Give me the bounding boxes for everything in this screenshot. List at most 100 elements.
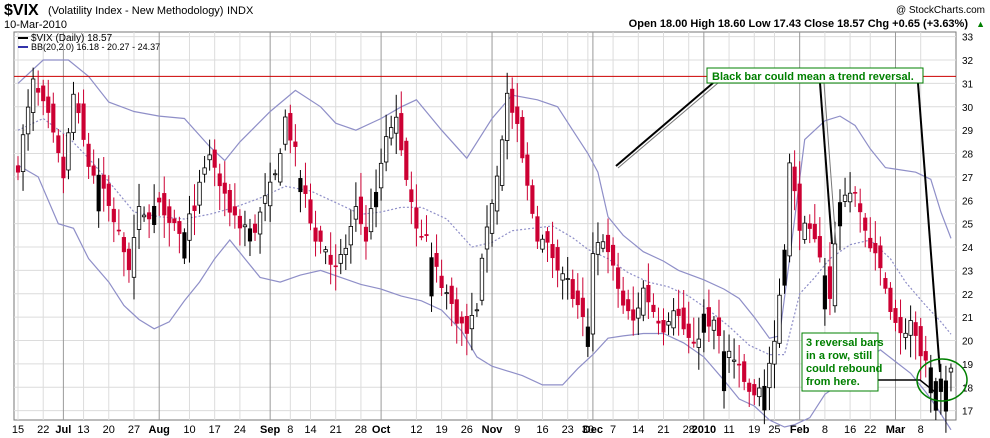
- candle-body: [888, 287, 893, 312]
- y-tick-label: 30: [962, 103, 974, 114]
- candle-body: [36, 88, 41, 93]
- candle-body: [540, 238, 545, 250]
- candle-body: [626, 299, 631, 312]
- candle-body: [716, 317, 722, 336]
- candle-body: [242, 224, 248, 228]
- candle-body: [772, 340, 777, 365]
- x-tick-label: 15: [12, 424, 24, 436]
- candle-body: [580, 297, 585, 317]
- candle-body: [217, 173, 222, 187]
- x-tick-label: 22: [37, 424, 49, 436]
- candle-body: [76, 103, 81, 114]
- candle-body: [66, 132, 71, 171]
- annotation-arrows: [615, 82, 941, 393]
- candle-body: [81, 103, 86, 140]
- candle-body: [737, 363, 742, 366]
- x-tick-label: 26: [461, 424, 473, 436]
- x-tick-label: 30: [582, 424, 594, 436]
- candle-body: [202, 167, 207, 175]
- candle-body: [358, 196, 363, 225]
- candle-body: [600, 241, 606, 249]
- candle-body: [141, 214, 147, 218]
- candle-body: [807, 223, 812, 229]
- candle-body: [842, 194, 848, 202]
- candle-body: [96, 174, 101, 212]
- candle-body: [474, 309, 480, 312]
- candle-body: [126, 248, 132, 270]
- x-tick-label: 24: [234, 424, 246, 436]
- x-tick-label: 8: [918, 424, 924, 436]
- chart-date: 10-Mar-2010: [4, 19, 67, 31]
- y-tick-label: 23: [962, 266, 974, 277]
- candle-body: [207, 154, 212, 161]
- candle-body: [817, 236, 822, 258]
- candle-body: [898, 317, 903, 334]
- candle-body: [873, 243, 878, 254]
- candle-body: [494, 175, 500, 212]
- y-tick-label: 27: [962, 173, 974, 184]
- candle-body: [782, 249, 787, 286]
- candle-body: [883, 278, 888, 289]
- candle-body: [827, 266, 832, 299]
- candle-body: [30, 78, 36, 113]
- candle-body: [444, 292, 449, 295]
- x-tick-label: 10: [183, 424, 195, 436]
- y-axis: 17 18 19 20 21 22 23 24 25 26 27 28 29 30 31 32 33: [962, 33, 974, 418]
- candle-body: [46, 96, 51, 113]
- x-tick-label: 8: [287, 424, 293, 436]
- candle-body: [938, 378, 943, 392]
- candle-body: [641, 287, 646, 316]
- y-tick-label: 28: [962, 150, 974, 161]
- candle-body: [928, 367, 933, 394]
- candle-body: [86, 143, 91, 167]
- candle-body: [469, 315, 475, 330]
- candle-body: [822, 275, 827, 310]
- candle-body: [590, 253, 596, 335]
- candle-body: [454, 299, 459, 324]
- candle-body: [91, 165, 96, 176]
- candle-body: [182, 232, 187, 259]
- candle-body: [555, 247, 560, 271]
- y-tick-label: 32: [962, 56, 974, 67]
- candle-body: [116, 229, 121, 232]
- candle-body: [616, 267, 621, 289]
- x-tick-label: 19: [435, 424, 447, 436]
- candle-body: [20, 134, 26, 172]
- price-legend: $VIX (Daily) 18.57: [31, 33, 113, 44]
- candle-body: [267, 181, 273, 207]
- candle-body: [298, 178, 303, 193]
- candle-body: [373, 191, 379, 208]
- chart-symbol: $VIX: [4, 2, 39, 19]
- candle-body: [721, 351, 727, 392]
- y-tick-label: 29: [962, 126, 974, 137]
- candle-body: [646, 284, 651, 303]
- bottom-note-line-1: 3 reversal bars: [806, 337, 884, 349]
- x-tick-label: Jul: [55, 424, 71, 436]
- chg-up-arrow-icon: ▲: [976, 19, 985, 29]
- x-tick-label: 19: [748, 424, 760, 436]
- x-tick-label: 20: [103, 424, 115, 436]
- candle-body: [25, 106, 31, 135]
- candle-body: [484, 226, 490, 250]
- candle-body: [499, 139, 505, 186]
- candle-body: [283, 116, 288, 145]
- candle-body: [792, 166, 797, 192]
- y-tick-label: 19: [962, 360, 974, 371]
- candle-body: [41, 85, 46, 102]
- lower-band: [17, 164, 952, 431]
- candle-body: [399, 113, 404, 151]
- y-tick-label: 21: [962, 313, 974, 324]
- candle-body: [273, 173, 278, 176]
- x-tick-label: Mar: [886, 424, 906, 436]
- candle-body: [908, 320, 913, 336]
- candle-body: [56, 135, 61, 154]
- x-tick-label: Nov: [482, 424, 504, 436]
- ohlc-readout: Open 18.00 High 18.60 Low 17.43 Close 18…: [629, 18, 969, 30]
- candle-body: [706, 307, 711, 327]
- x-tick-label: 28: [683, 424, 695, 436]
- y-tick-label: 26: [962, 196, 974, 207]
- candle-body: [711, 319, 717, 331]
- y-tick-label: 18: [962, 383, 974, 394]
- candle-body: [378, 162, 384, 189]
- x-tick-label: 8: [822, 424, 828, 436]
